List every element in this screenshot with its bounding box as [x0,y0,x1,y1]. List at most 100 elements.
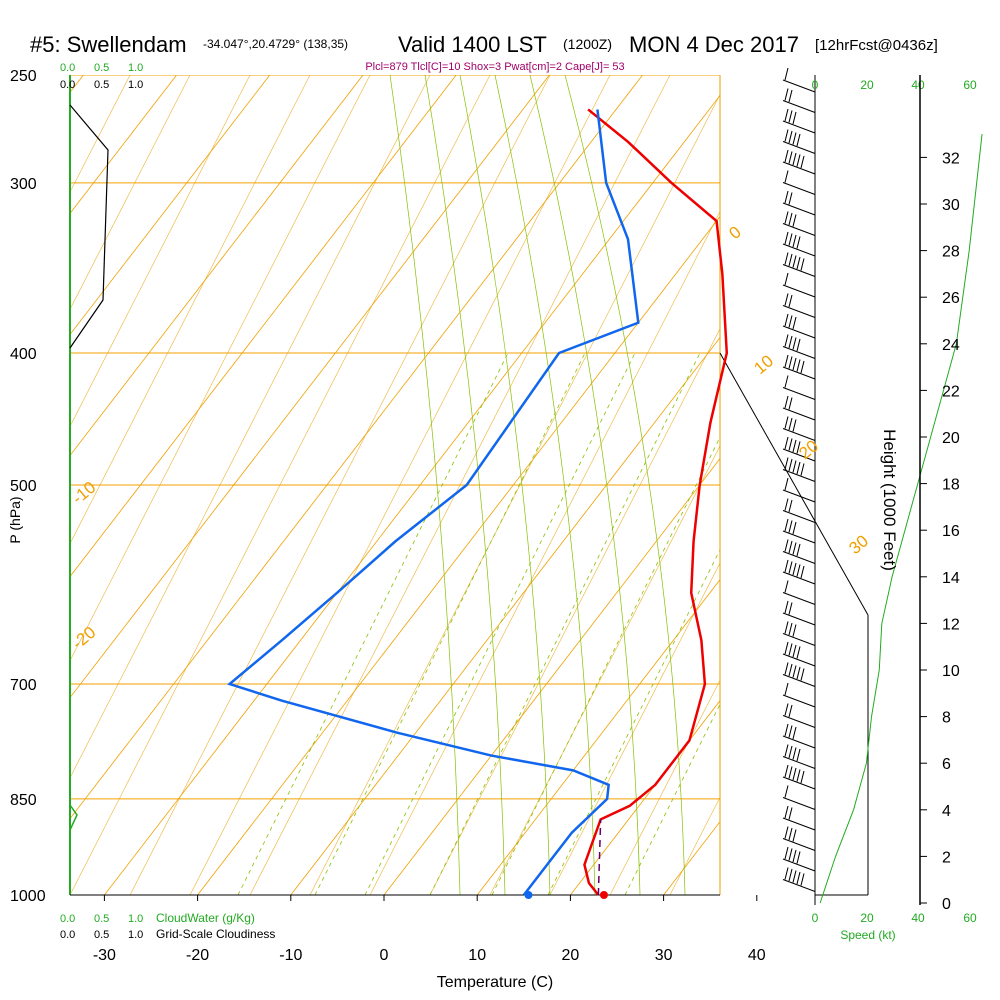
wind-barb-flag [800,155,805,169]
wind-barb-shaft [782,571,816,585]
wind-barb-flag [784,211,789,224]
cloudiness-top-tick: 0.0 [60,79,75,91]
wind-panel-diagonal [719,352,869,616]
wind-barb-flag [784,170,789,183]
mixing-ratio-line [237,352,509,895]
height-tick-label: 12 [942,616,960,633]
wind-barb-shaft [782,674,816,687]
wind-barb [782,108,816,134]
wind-barb [782,498,816,523]
wind-barb-flag [800,360,805,374]
wind-barb-flag [792,542,797,555]
height-tick-label: 30 [942,197,960,214]
dry-adiabat-line [0,75,10,895]
wind-barb-flag [788,438,793,451]
speed-tick-top: 0 [812,78,819,92]
moist-adiabat-line [389,75,461,895]
wind-barb-flag [784,846,789,860]
wind-barb-flag [784,108,789,122]
wind-barb [782,600,816,626]
wind-barb [782,272,816,298]
wind-barb-shaft [782,325,816,339]
wind-barb-flag [792,747,797,760]
wind-barb-flag [784,67,789,81]
wind-barb [782,149,816,175]
cloudiness-label: Grid-Scale Cloudiness [156,927,275,941]
mixing-ratio-label: 5 [415,902,431,917]
temperature-tick-label: 40 [748,947,766,964]
wind-barb-shaft [782,592,816,605]
pressure-tick-label: 850 [10,792,37,809]
pressure-tick-label: 500 [10,478,37,495]
wind-barb-flag [796,769,801,782]
isotherm-line [70,75,177,215]
moist-adiabat-line [529,75,641,895]
cloud-water-label: CloudWater (g/Kg) [156,911,255,925]
mixing-ratio-line [429,352,701,895]
wind-barb-flag [800,565,805,579]
temperature-tick-label: -30 [93,947,116,964]
wind-barb-flag [784,682,789,696]
wind-barb-flag [788,827,793,841]
station-title: #5: Swellendam [30,32,187,57]
wind-barb-shaft [782,100,816,113]
wind-barb [782,211,816,236]
mixing-ratio-label: 8 [477,902,493,917]
cloud-water-top-tick: 1.0 [128,62,143,74]
wind-barb-flag [784,252,789,265]
dry-adiabat-line [129,75,551,895]
isotherm-line [70,75,271,336]
wind-barb-shaft [782,387,816,400]
wind-barb-flag [784,498,789,511]
wind-barb-flag [784,436,789,450]
isotherm-label: 0 [725,222,744,243]
wind-barb-flag [784,764,789,778]
isotherm-line [197,215,720,895]
wind-barb-flag [788,458,793,472]
wind-barb-shaft [782,612,816,626]
cloudiness-bottom-tick: 1.0 [128,929,143,941]
wind-barb-flag [792,562,797,576]
wind-barb-flag [796,154,801,167]
wind-barb-flag [792,439,797,453]
isotherm-line [757,75,1000,895]
height-tick-label: 22 [942,383,960,400]
wind-barb-shaft [782,653,816,667]
wind-barb-shaft [782,469,816,482]
height-tick-label: 0 [942,896,951,913]
surface-dewpoint-point [524,891,533,899]
wind-barb [782,375,816,400]
forecast-info: [12hrFcst@0436z] [815,37,938,54]
speed-axis-label: Speed (kt) [840,928,895,942]
wind-barb [782,826,816,851]
station-coords: -34.047°,20.4729° (138,35) [203,37,348,51]
wind-barb-flag [784,190,789,204]
cloud-water-top-tick: 0.5 [94,62,109,74]
cloudiness-bottom-tick: 0.0 [60,929,75,941]
wind-barb-flag [784,129,789,142]
dry-adiabat-line [309,93,720,895]
wind-barb-shaft [782,428,816,441]
temperature-tick-label: 30 [655,947,673,964]
wind-barb-flag [788,561,793,574]
wind-barb [782,764,816,790]
speed-tick-bottom: 60 [963,911,977,925]
wind-barb-flag [788,356,793,369]
wind-barb [782,334,816,359]
wind-barb-flag [788,315,793,328]
dry-adiabat-line [189,75,611,895]
wind-barb-flag [788,868,793,882]
wind-barb-flag [788,294,793,308]
wind-barb-flag [788,233,793,246]
dry-adiabat-line [70,75,431,779]
wind-barb [782,641,816,667]
cloud-water-bottom-tick: 0.5 [94,913,109,925]
wind-barb-flag [800,770,805,784]
wind-barb-flag [796,748,801,762]
pressure-tick-label: 700 [10,677,37,694]
wind-barb-shaft [782,182,816,195]
wind-barb-flag [792,644,797,658]
isotherm-line [850,75,1000,895]
height-tick-label: 14 [942,570,960,587]
